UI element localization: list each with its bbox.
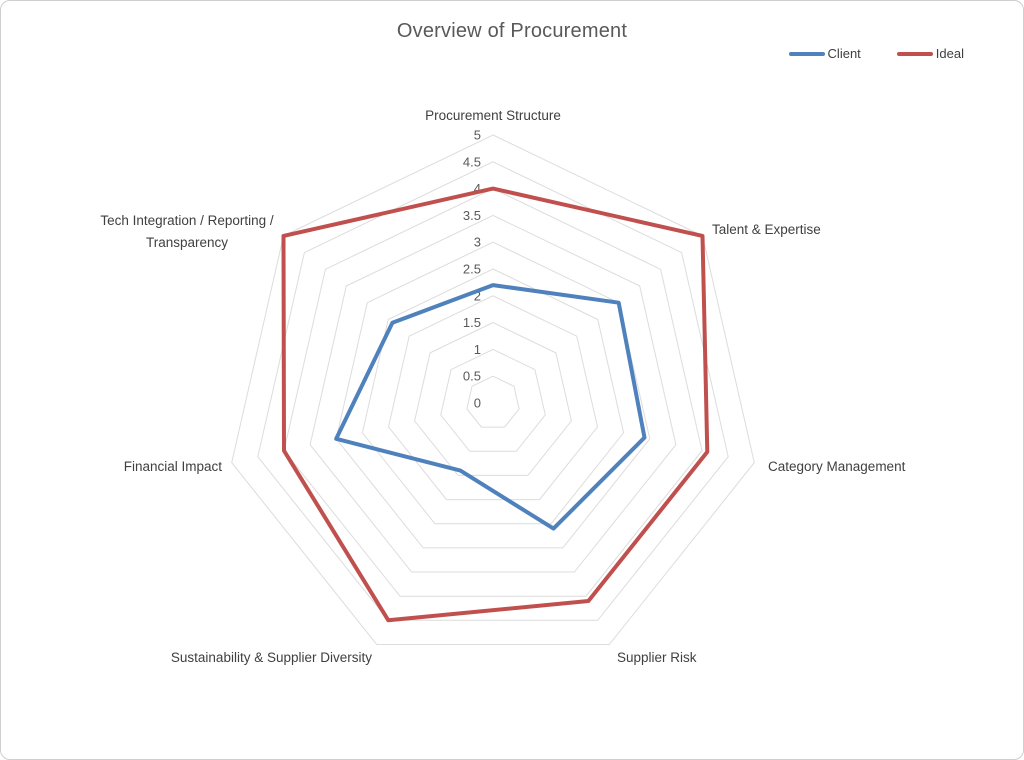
grid-ring	[257, 161, 729, 621]
grid-ring	[335, 241, 651, 549]
grid-ring	[231, 134, 755, 645]
category-label-tech-integration-reporting: Tech Integration / Reporting / Transparen…	[100, 213, 274, 250]
category-label-financial-impact: Financial Impact	[124, 459, 223, 474]
radial-tick-label: 5	[474, 128, 481, 143]
radial-tick-label: 3.5	[463, 208, 481, 223]
radial-tick-label: 0.5	[463, 369, 481, 384]
radial-tick-label: 3	[474, 235, 481, 250]
radar-gridlines	[231, 134, 755, 645]
legend-label-ideal: Ideal	[935, 46, 964, 61]
grid-ring	[466, 375, 520, 428]
legend-label-client: Client	[827, 46, 861, 61]
grid-ring	[283, 188, 703, 597]
chart-title: Overview of Procurement	[396, 20, 628, 42]
category-labels: Procurement Structure Talent & Expertise C…	[100, 108, 905, 665]
legend-item-ideal: Ideal	[896, 46, 964, 61]
chart-legend: Client Ideal	[788, 46, 964, 61]
grid-ring	[414, 322, 572, 476]
category-label-sustainability-supplier-diversity: Sustainability & Supplier Diversity	[171, 650, 372, 665]
category-label-procurement-structure: Procurement Structure	[425, 108, 561, 123]
radial-tick-label: 4	[474, 181, 481, 196]
grid-ring	[440, 348, 546, 452]
radial-tick-label: 1.5	[463, 315, 481, 330]
category-label-talent-expertise: Talent & Expertise	[712, 222, 821, 237]
grid-ring	[361, 268, 625, 525]
radial-axis-labels: 0 0.5 1 1.5 2 2.5 3 3.5 4 4.5 5	[463, 128, 481, 411]
grid-ring	[387, 295, 599, 501]
series-line-ideal	[281, 186, 710, 623]
radial-tick-label: 2.5	[463, 262, 481, 277]
radial-tick-label: 0	[474, 396, 481, 411]
ideal-legend-line-icon	[896, 51, 933, 56]
radial-tick-label: 1	[474, 342, 481, 357]
category-label-category-management: Category Management	[768, 459, 906, 474]
client-legend-line-icon	[788, 51, 825, 56]
radial-tick-label: 2	[474, 288, 481, 303]
legend-item-client: Client	[788, 46, 861, 61]
category-label-supplier-risk: Supplier Risk	[617, 650, 697, 665]
grid-ring	[309, 214, 677, 573]
series-line-client	[334, 283, 647, 531]
radial-tick-label: 4.5	[463, 154, 481, 169]
